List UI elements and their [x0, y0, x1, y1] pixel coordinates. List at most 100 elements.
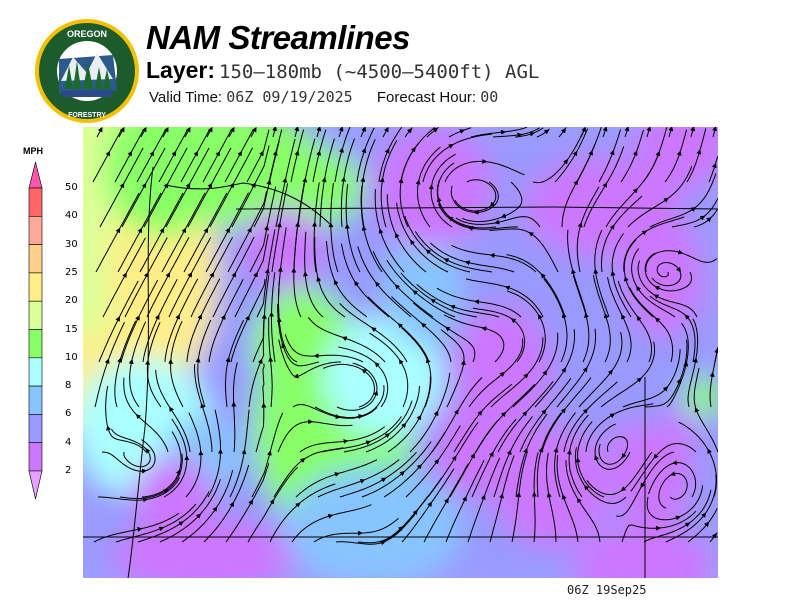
streamline-arrow	[504, 285, 511, 291]
streamline-arrow	[105, 150, 110, 157]
page-title: NAM Streamlines	[146, 19, 410, 56]
streamline-arrow	[653, 294, 660, 300]
streamline	[444, 160, 525, 183]
wind-speed-area	[133, 457, 213, 537]
streamline-arrow	[412, 290, 419, 296]
streamline-arrow	[607, 369, 613, 375]
streamline-arrow	[154, 314, 160, 320]
streamline-arrow	[603, 313, 609, 319]
streamline-arrow	[609, 413, 616, 419]
streamline-arrow	[141, 127, 147, 133]
streamline-arrow	[193, 150, 198, 157]
legend-tick-label: 40	[65, 210, 78, 222]
streamline-arrow	[406, 127, 413, 134]
streamline-arrow	[448, 144, 454, 149]
streamline-arrow	[636, 315, 642, 322]
streamline-arrow	[430, 298, 436, 304]
streamline-arrow	[373, 390, 379, 396]
wind-speed-area	[573, 527, 713, 578]
streamline-arrow	[684, 314, 690, 320]
streamline-arrow	[207, 182, 213, 189]
streamline-arrow	[459, 129, 465, 134]
streamline-arrow	[654, 286, 660, 291]
streamline-arrow	[251, 127, 257, 133]
streamline-arrow	[581, 127, 586, 133]
streamline-arrow	[375, 281, 381, 288]
streamline-arrow	[677, 249, 684, 255]
streamline-arrow	[361, 127, 366, 133]
streamline-arrow	[412, 509, 418, 516]
streamline-arrow	[106, 425, 111, 431]
forecast-hour-value: 00	[480, 88, 499, 106]
streamline-arrow	[264, 268, 270, 274]
streamline-arrow	[602, 127, 608, 132]
streamline-arrow	[145, 448, 151, 454]
river	[164, 182, 334, 228]
streamline-arrow	[383, 127, 389, 133]
streamline-arrow	[696, 149, 702, 155]
streamline-arrow	[335, 414, 341, 420]
streamline-arrow	[316, 150, 322, 156]
streamline-arrow	[460, 359, 466, 366]
streamline-arrow	[543, 129, 550, 135]
streamline-arrow	[523, 373, 529, 379]
streamline-arrow	[181, 227, 187, 234]
streamline-arrow	[185, 127, 191, 133]
streamline-arrow	[676, 266, 681, 273]
streamline-arrow	[294, 127, 300, 132]
streamline-arrow	[209, 272, 215, 278]
streamline-arrow	[122, 272, 127, 278]
streamline-arrow	[640, 482, 646, 489]
legend-tick-label: 20	[65, 295, 78, 307]
streamline-arrow	[701, 512, 707, 518]
streamline-arrow	[576, 497, 582, 504]
streamline-arrow	[506, 449, 512, 456]
streamline-arrow	[135, 315, 140, 321]
streamline-arrow	[670, 471, 676, 477]
streamline-arrow	[602, 182, 608, 188]
streamline	[440, 329, 465, 408]
streamline	[645, 250, 718, 273]
streamline-arrow	[416, 464, 423, 470]
oregon-department-of-forestry-logo: OREGON FORESTRY	[35, 19, 139, 123]
streamline-arrow	[119, 182, 125, 189]
streamline-arrow	[676, 150, 682, 156]
streamline-arrow	[185, 182, 191, 189]
streamline-arrow	[416, 414, 422, 421]
streamline-arrow	[675, 515, 681, 521]
streamline-arrow	[499, 493, 504, 499]
streamline	[252, 274, 270, 363]
streamline-arrow	[200, 402, 206, 409]
streamline-arrow	[621, 313, 626, 320]
streamline-arrow	[293, 373, 299, 379]
streamline-arrow	[582, 408, 588, 414]
streamline-arrow	[663, 197, 669, 203]
legend-swatch	[28, 357, 43, 387]
streamline-arrow	[143, 272, 149, 278]
streamline	[708, 156, 718, 183]
streamline-arrow	[237, 150, 242, 157]
valid-time-value: 06Z 09/19/2025	[226, 88, 353, 106]
streamline-arrow	[398, 358, 404, 365]
streamline-arrow	[212, 506, 218, 512]
streamline-arrow	[510, 318, 517, 324]
legend-swatch	[28, 300, 43, 330]
streamline-arrow	[711, 162, 717, 169]
streamline-arrow	[489, 201, 496, 208]
wind-speed-area	[493, 427, 613, 547]
legend-tick-label: 50	[65, 182, 78, 193]
streamline-arrow	[339, 147, 344, 153]
streamline-arrow	[668, 127, 674, 132]
streamline-arrow	[694, 407, 700, 413]
streamline-arrow	[371, 327, 377, 333]
streamline-arrow	[632, 188, 638, 194]
streamline-arrow	[480, 494, 486, 501]
streamline-arrow	[684, 522, 691, 528]
streamline-arrow	[538, 446, 544, 453]
streamline	[256, 229, 276, 318]
legend-swatch	[28, 329, 43, 359]
streamline-arrow	[225, 227, 230, 234]
streamline-arrow	[165, 272, 171, 278]
legend-swatch	[28, 215, 43, 245]
streamline-arrow	[489, 451, 494, 457]
